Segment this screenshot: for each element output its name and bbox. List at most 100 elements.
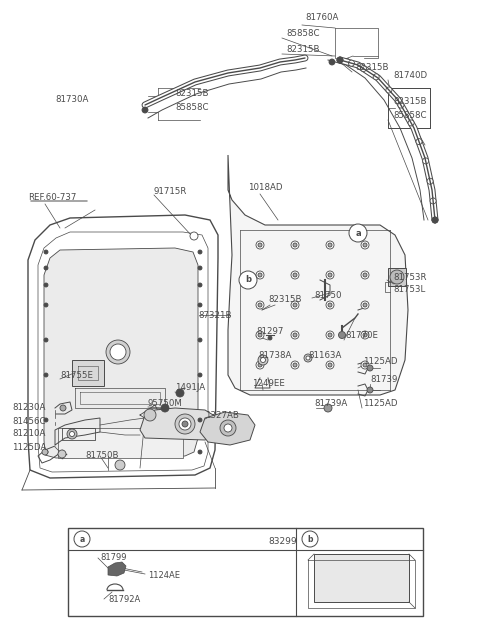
Text: 91715R: 91715R <box>154 187 187 196</box>
Text: b: b <box>245 276 251 284</box>
Circle shape <box>432 217 438 223</box>
Text: 81753R: 81753R <box>393 274 427 282</box>
Circle shape <box>422 158 429 164</box>
Circle shape <box>363 243 367 247</box>
Text: 81456C: 81456C <box>12 416 46 425</box>
Circle shape <box>427 178 433 184</box>
Circle shape <box>256 331 264 339</box>
Circle shape <box>291 331 299 339</box>
Text: 81738A: 81738A <box>258 352 291 360</box>
Text: 85858C: 85858C <box>175 104 208 113</box>
Circle shape <box>328 363 332 367</box>
Text: 81750B: 81750B <box>85 452 119 460</box>
Circle shape <box>258 273 262 277</box>
Circle shape <box>42 449 48 455</box>
Text: 82315B: 82315B <box>355 64 388 72</box>
Circle shape <box>348 60 354 66</box>
Circle shape <box>326 241 334 249</box>
Text: 81740D: 81740D <box>393 72 427 81</box>
Text: REF.60-737: REF.60-737 <box>28 194 76 203</box>
Circle shape <box>363 273 367 277</box>
Text: 81230A: 81230A <box>12 403 46 413</box>
Circle shape <box>326 301 334 309</box>
Circle shape <box>44 266 48 270</box>
Circle shape <box>306 356 310 360</box>
Circle shape <box>179 418 191 430</box>
Circle shape <box>268 336 272 340</box>
Circle shape <box>106 340 130 364</box>
Bar <box>388 88 430 128</box>
Circle shape <box>337 57 343 63</box>
Text: 81739A: 81739A <box>314 399 347 408</box>
Text: 81770E: 81770E <box>345 331 378 340</box>
Circle shape <box>328 333 332 337</box>
Circle shape <box>258 333 262 337</box>
Circle shape <box>367 387 373 393</box>
Text: 81163A: 81163A <box>308 352 341 360</box>
Circle shape <box>432 217 438 223</box>
Circle shape <box>373 74 379 80</box>
Circle shape <box>198 450 202 454</box>
Text: 82315B: 82315B <box>268 296 301 304</box>
Text: 85858C: 85858C <box>393 111 427 121</box>
Circle shape <box>363 333 367 337</box>
Text: 1124AE: 1124AE <box>148 572 180 581</box>
Circle shape <box>175 414 195 434</box>
Bar <box>68 528 423 616</box>
Circle shape <box>302 531 318 547</box>
Circle shape <box>256 301 264 309</box>
Text: 1018AD: 1018AD <box>248 184 283 192</box>
Circle shape <box>293 363 297 367</box>
Circle shape <box>144 409 156 421</box>
Circle shape <box>190 232 198 240</box>
Text: 81210A: 81210A <box>12 430 46 438</box>
Circle shape <box>360 65 366 72</box>
Circle shape <box>256 271 264 279</box>
Text: 82315B: 82315B <box>393 97 427 106</box>
Text: 81739: 81739 <box>370 376 397 384</box>
Circle shape <box>44 373 48 377</box>
Text: 95750M: 95750M <box>148 399 183 408</box>
Circle shape <box>258 363 262 367</box>
Circle shape <box>293 333 297 337</box>
Text: b: b <box>307 535 313 543</box>
Circle shape <box>430 198 436 204</box>
Text: 81750: 81750 <box>314 291 341 301</box>
Circle shape <box>386 87 392 93</box>
Circle shape <box>361 271 369 279</box>
Circle shape <box>293 273 297 277</box>
Circle shape <box>44 450 48 454</box>
Text: 81730A: 81730A <box>55 96 88 104</box>
Circle shape <box>349 224 367 242</box>
Text: 81760A: 81760A <box>305 13 338 23</box>
Circle shape <box>220 420 236 436</box>
Circle shape <box>258 243 262 247</box>
Circle shape <box>182 421 188 427</box>
Circle shape <box>398 102 404 108</box>
Text: 1125AD: 1125AD <box>363 357 397 367</box>
Circle shape <box>258 355 268 365</box>
Circle shape <box>329 59 335 65</box>
Circle shape <box>324 404 332 412</box>
Circle shape <box>367 365 373 371</box>
Circle shape <box>361 331 369 339</box>
Circle shape <box>338 331 346 338</box>
Text: 81799: 81799 <box>100 552 127 562</box>
Circle shape <box>224 424 232 432</box>
Circle shape <box>60 405 66 411</box>
Circle shape <box>363 363 367 367</box>
Circle shape <box>361 361 369 369</box>
Circle shape <box>142 107 148 113</box>
Circle shape <box>261 357 265 362</box>
Circle shape <box>291 361 299 369</box>
Circle shape <box>58 450 66 458</box>
Bar <box>58 428 183 458</box>
Text: 1125AD: 1125AD <box>363 399 397 408</box>
Circle shape <box>328 243 332 247</box>
Circle shape <box>44 418 48 422</box>
Circle shape <box>118 564 122 569</box>
Circle shape <box>198 373 202 377</box>
Circle shape <box>291 301 299 309</box>
Circle shape <box>256 241 264 249</box>
Polygon shape <box>44 248 198 458</box>
